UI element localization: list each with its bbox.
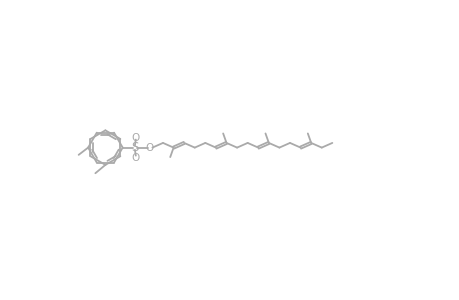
Text: S: S [131,141,138,154]
Text: O: O [131,153,140,163]
Text: O: O [146,142,154,153]
Text: O: O [131,133,140,142]
